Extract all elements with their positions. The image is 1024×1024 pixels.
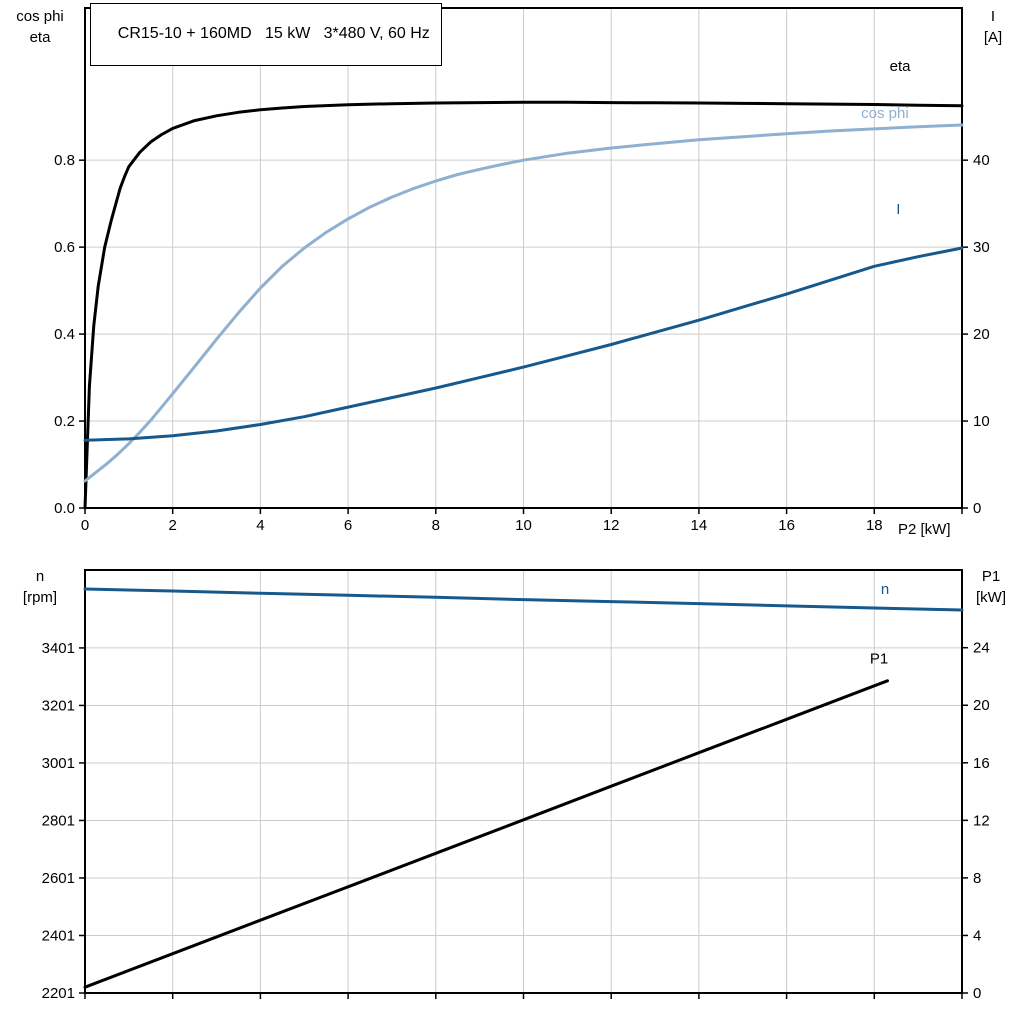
y-left-tick-label: 0.2	[54, 413, 75, 430]
y-right-tick-label: 20	[973, 697, 990, 714]
axis-title-input-power: P1 [kW]	[962, 566, 1020, 608]
y-left-tick-label: 3201	[42, 697, 75, 714]
y-left-tick-label: 2201	[42, 985, 75, 1002]
y-right-tick-label: 30	[973, 239, 990, 256]
x-tick-label: 0	[81, 517, 89, 534]
axis-title-line-amps: [A]	[983, 29, 1003, 46]
y-left-tick-label: 0.6	[54, 239, 75, 256]
axis-title-line-cosphi: cos phi	[16, 8, 64, 25]
x-tick-label: 10	[515, 517, 532, 534]
y-right-tick-label: 12	[973, 812, 990, 829]
axis-title-line-rpm: [rpm]	[22, 589, 58, 606]
y-right-tick-label: 16	[973, 755, 990, 772]
curve-label-speed: n	[881, 581, 889, 598]
y-right-tick-label: 0	[973, 500, 981, 517]
y-right-tick-label: 24	[973, 640, 990, 657]
x-axis-label-p2: P2 [kW]	[898, 521, 951, 538]
chart-title-box: CR15-10 + 160MD 15 kW 3*480 V, 60 Hz	[90, 3, 442, 66]
axis-title-speed: n [rpm]	[4, 566, 76, 608]
curve-label-current: I	[896, 201, 900, 218]
axis-title-cosphi-eta: cos phi eta	[4, 6, 76, 48]
y-left-tick-label: 2601	[42, 870, 75, 887]
axis-title-line-eta: eta	[29, 29, 51, 46]
axis-title-line-p1: P1	[981, 568, 1001, 585]
y-left-tick-label: 3401	[42, 640, 75, 657]
x-tick-label: 6	[344, 517, 352, 534]
y-right-tick-label: 40	[973, 152, 990, 169]
curve-input-power	[83, 679, 889, 989]
y-left-tick-label: 2401	[42, 927, 75, 944]
axis-title-line-kw: [kW]	[976, 589, 1006, 606]
y-left-tick-label: 0.8	[54, 152, 75, 169]
axis-title-current: I [A]	[966, 6, 1020, 48]
axis-title-line-n: n	[35, 568, 45, 585]
curve-label-cos-phi: cos phi	[861, 105, 909, 122]
y-left-tick-label: 3001	[42, 755, 75, 772]
y-right-tick-label: 20	[973, 326, 990, 343]
curve-eta	[83, 100, 964, 510]
x-tick-label: 18	[866, 517, 883, 534]
y-right-tick-label: 10	[973, 413, 990, 430]
x-tick-label: 8	[432, 517, 440, 534]
y-right-tick-label: 0	[973, 985, 981, 1002]
y-left-tick-label: 0.0	[54, 500, 75, 517]
x-tick-label: 4	[256, 517, 264, 534]
x-tick-label: 2	[169, 517, 177, 534]
y-left-tick-label: 2801	[42, 812, 75, 829]
curve-speed	[83, 587, 964, 612]
curve-current	[83, 246, 964, 442]
x-tick-label: 14	[691, 517, 708, 534]
chart-title: CR15-10 + 160MD 15 kW 3*480 V, 60 Hz	[117, 25, 430, 42]
y-right-tick-label: 4	[973, 927, 981, 944]
y-right-tick-label: 8	[973, 870, 981, 887]
curve-cos-phi	[83, 123, 964, 483]
curve-label-input-power: P1	[870, 651, 888, 668]
x-tick-label: 12	[603, 517, 620, 534]
x-tick-label: 16	[778, 517, 795, 534]
curve-label-eta: eta	[890, 58, 912, 75]
y-left-tick-label: 0.4	[54, 326, 75, 343]
axis-title-line-i: I	[990, 8, 996, 25]
